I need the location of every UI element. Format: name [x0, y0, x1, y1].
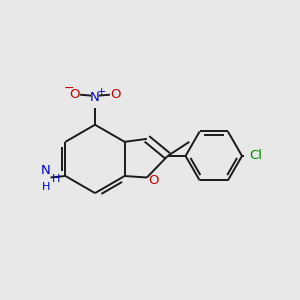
Text: H: H — [42, 182, 50, 192]
Text: Cl: Cl — [249, 149, 262, 162]
Text: H: H — [52, 174, 60, 184]
Text: −: − — [64, 82, 74, 95]
Text: N: N — [41, 164, 51, 178]
Text: O: O — [110, 88, 121, 101]
Text: N: N — [90, 91, 100, 103]
Text: O: O — [148, 174, 159, 187]
Text: +: + — [97, 87, 106, 97]
Text: O: O — [70, 88, 80, 101]
